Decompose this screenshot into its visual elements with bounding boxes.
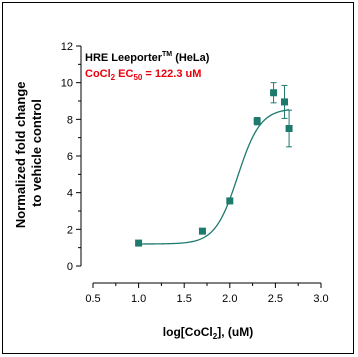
annotation-ec50: CoCl2 EC50 = 122.3 uM (85, 68, 201, 82)
x-axis-title-part-1: log[CoCl (163, 325, 213, 339)
x-tick-label: 3.0 (313, 293, 328, 305)
data-point (135, 239, 143, 247)
points-layer (135, 82, 293, 247)
annotation-line-1-sup: TM (162, 51, 172, 58)
y-axis-title-line-1: Normalized fold change (13, 81, 28, 228)
dose-response-chart: 0 2 4 6 8 10 12 0.5 1.0 1.5 2.0 2.5 3.0 Normalized f… (13, 41, 329, 341)
annotation-line-1: HRE LeeporterTM (HeLa) (85, 51, 210, 64)
y-tick-label: 4 (67, 188, 73, 200)
x-tick-label: 1.5 (177, 293, 192, 305)
y-tick-label: 8 (67, 114, 73, 126)
data-point (226, 197, 234, 205)
fit-curve (138, 109, 290, 245)
y-tick-label: 6 (67, 151, 73, 163)
ticks: 0 2 4 6 8 10 12 0.5 1.0 1.5 2.0 2.5 3.0 (61, 41, 329, 305)
y-axis-title-line-2: to vehicle control (29, 99, 44, 207)
y-tick-label: 2 (67, 224, 73, 236)
data-point (281, 98, 289, 106)
y-tick-label: 10 (61, 78, 73, 90)
x-axis-title-sub: 2 (213, 332, 218, 341)
x-tick-label: 0.5 (85, 293, 100, 305)
annotation-ec50-part-2: EC (115, 68, 133, 80)
data-point (270, 89, 278, 97)
y-tick-label: 12 (61, 41, 73, 53)
x-axis-title-part-2: ], (uM) (217, 325, 253, 339)
fit-layer (138, 109, 290, 245)
axes (80, 46, 321, 284)
x-tick-label: 2.5 (268, 293, 283, 305)
data-point (285, 125, 293, 132)
x-tick-label: 1.0 (131, 293, 146, 305)
figure-frame: 0 2 4 6 8 10 12 0.5 1.0 1.5 2.0 2.5 3.0 Normalized f… (2, 2, 354, 354)
annotation-line-1-part-2: (HeLa) (172, 52, 210, 64)
annotation-ec50-part-3: = 122.3 uM (142, 68, 201, 80)
data-point (198, 227, 206, 235)
y-axis-title: Normalized fold change to vehicle contro… (13, 78, 44, 228)
x-tick-label: 2.0 (222, 293, 237, 305)
annotation-ec50-part-1: CoCl (85, 68, 111, 80)
annotation-line-1-part-1: HRE Leeporter (85, 52, 163, 64)
annotation-ec50-sub-1: 2 (111, 73, 116, 82)
annotation-ec50-sub-2: 50 (133, 73, 142, 82)
data-point (253, 117, 261, 125)
x-axis-title: log[CoCl2], (uM) (163, 325, 253, 341)
y-tick-label: 0 (67, 261, 73, 273)
